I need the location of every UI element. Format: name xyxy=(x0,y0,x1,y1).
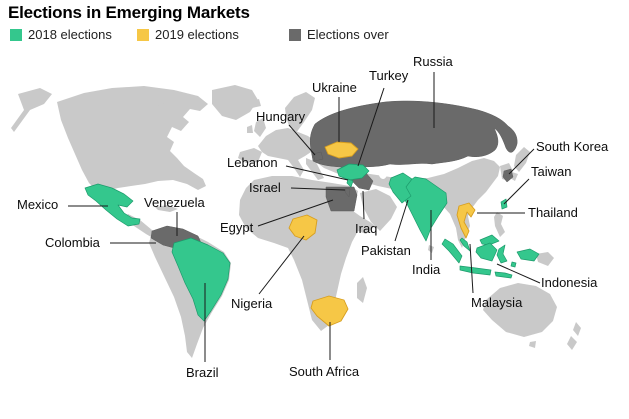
legend-swatch-2018-elections xyxy=(10,28,22,41)
landmass-greenland xyxy=(212,85,258,120)
leader-lines xyxy=(68,72,541,362)
landmass-alaska xyxy=(11,88,52,132)
legend: 2018 elections 2019 elections Elections … xyxy=(0,27,629,45)
leader-line-pakistan xyxy=(394,199,409,242)
country-label-south-korea: South Korea xyxy=(536,139,609,154)
leader-line-lebanon xyxy=(285,165,349,181)
landmass-iceland xyxy=(250,99,261,108)
leader-line-iraq xyxy=(362,190,365,220)
landmass-japan xyxy=(510,147,530,181)
countries xyxy=(84,100,540,327)
country-russia xyxy=(310,100,518,169)
country-label-russia: Russia xyxy=(413,54,453,69)
country-label-iraq: Iraq xyxy=(355,221,378,236)
country-label-turkey: Turkey xyxy=(369,68,409,83)
country-nigeria xyxy=(288,214,318,241)
country-malaysia xyxy=(459,234,500,252)
country-label-egypt: Egypt xyxy=(220,220,254,235)
leader-line-nigeria xyxy=(258,235,305,295)
country-label-brazil: Brazil xyxy=(186,365,219,380)
country-india xyxy=(400,176,448,242)
country-label-lebanon: Lebanon xyxy=(227,155,278,170)
leader-line-malaysia xyxy=(469,243,474,294)
country-brazil xyxy=(171,237,231,322)
country-label-colombia: Colombia xyxy=(45,235,100,250)
country-label-taiwan: Taiwan xyxy=(531,164,572,179)
landmass-africa xyxy=(239,176,375,331)
country-label-ukraine: Ukraine xyxy=(312,80,357,95)
landmass-australia xyxy=(483,283,557,348)
country-label-mexico: Mexico xyxy=(17,197,59,212)
country-thailand xyxy=(456,202,476,239)
country-hungary xyxy=(312,151,324,162)
country-israel xyxy=(344,187,351,198)
landmass-philippines xyxy=(494,212,505,237)
country-ukraine xyxy=(324,141,359,159)
legend-item-2019-elections: 2019 elections xyxy=(137,27,239,42)
landmass-iberia xyxy=(238,148,262,163)
legend-swatch-elections-over xyxy=(289,28,301,41)
country-turkey xyxy=(336,163,370,181)
country-lebanon xyxy=(346,178,354,188)
country-indonesia xyxy=(441,238,540,279)
country-mexico xyxy=(84,183,141,227)
landmass-british-isles xyxy=(247,118,266,137)
landmass-madagascar xyxy=(357,277,367,303)
country-label-nigeria: Nigeria xyxy=(231,296,273,311)
country-label-israel: Israel xyxy=(249,180,281,195)
country-label-indonesia: Indonesia xyxy=(541,275,598,290)
landmass-cuba xyxy=(155,205,178,212)
leader-line-turkey xyxy=(357,87,385,167)
legend-item-2018-elections: 2018 elections xyxy=(10,27,112,42)
leader-line-israel xyxy=(290,187,346,191)
leader-line-taiwan xyxy=(503,178,530,205)
country-label-india: India xyxy=(412,262,441,277)
leader-line-south-korea xyxy=(508,148,535,175)
landmass-europe xyxy=(258,128,316,177)
country-label-south-africa: South Africa xyxy=(289,364,360,379)
country-south-africa xyxy=(310,295,349,327)
country-label-venezuela: Venezuela xyxy=(144,195,205,210)
leader-line-hungary xyxy=(288,124,316,156)
landmass-new-guinea-east xyxy=(536,252,554,266)
landmass-new-zealand xyxy=(567,322,581,350)
country-label-malaysia: Malaysia xyxy=(471,295,523,310)
country-pakistan xyxy=(388,172,413,204)
leader-line-indonesia xyxy=(496,263,541,284)
landmass-arctic-islands xyxy=(152,95,184,117)
landmass-arabia xyxy=(360,189,397,231)
legend-label-2018-elections: 2018 elections xyxy=(28,27,112,42)
landmass-north-america xyxy=(57,86,208,191)
chart-title: Elections in Emerging Markets xyxy=(8,3,250,22)
leader-line-egypt xyxy=(257,199,334,227)
legend-swatch-2019-elections xyxy=(137,28,149,41)
country-label-hungary: Hungary xyxy=(256,109,306,124)
landmass-scandinavia xyxy=(285,92,315,133)
landmass-balkans xyxy=(306,158,324,180)
country-label-pakistan: Pakistan xyxy=(361,243,411,258)
legend-label-elections-over: Elections over xyxy=(307,27,389,42)
legend-label-2019-elections: 2019 elections xyxy=(155,27,239,42)
country-egypt xyxy=(325,186,358,212)
legend-item-elections-over: Elections over xyxy=(289,27,389,42)
country-label-thailand: Thailand xyxy=(528,205,578,220)
